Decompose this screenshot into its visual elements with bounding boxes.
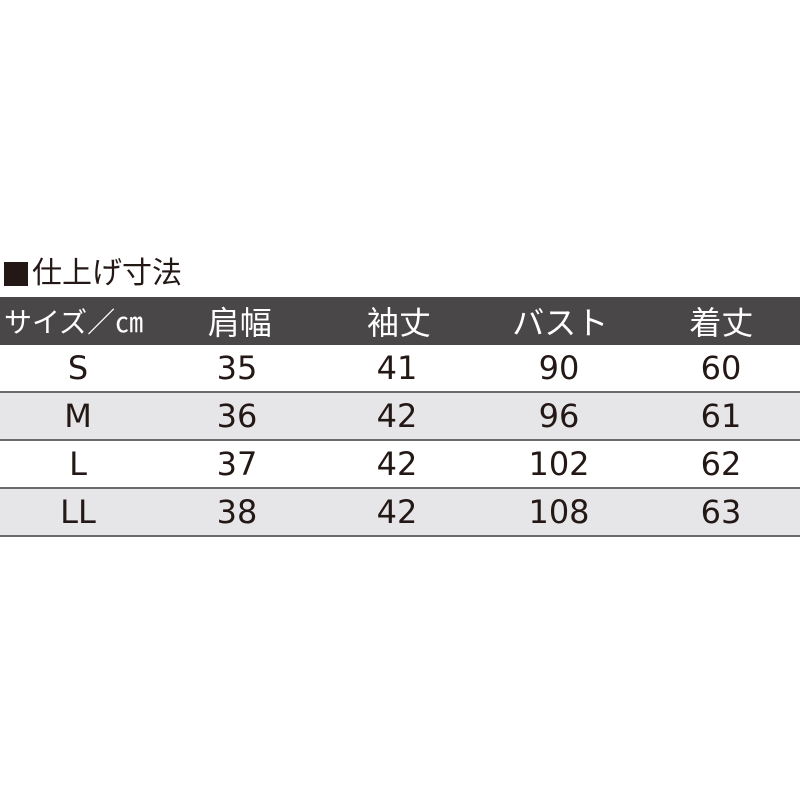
size-cell: S [67,349,89,387]
size-table: サイズ／㎝ 肩幅 袖丈 バスト 着丈 S 35 41 90 60 M 36 42… [0,297,800,537]
size-cell: L [69,445,87,483]
shoulder-cell: 38 [216,493,258,531]
header-cell-length: 着丈 [689,304,754,342]
table-row: M 36 42 96 61 [0,393,800,441]
table-row: L 37 42 102 62 [0,441,800,489]
length-cell: 61 [700,397,742,435]
bust-cell: 90 [538,349,580,387]
sleeve-cell: 42 [376,493,418,531]
section-title: 仕上げ寸法 [4,254,182,294]
shoulder-cell: 35 [216,349,258,387]
shoulder-cell: 37 [216,445,258,483]
size-cell: LL [60,493,96,531]
header-cell-sleeve: 袖丈 [367,304,432,342]
bust-cell: 108 [528,493,590,531]
header-cell-bust: バスト [512,304,609,342]
section-title-text: 仕上げ寸法 [32,256,182,291]
sleeve-cell: 41 [376,349,418,387]
bust-cell: 96 [538,397,580,435]
table-row: S 35 41 90 60 [0,345,800,393]
black-square-icon [4,262,28,286]
length-cell: 63 [700,493,742,531]
bust-cell: 102 [528,445,590,483]
length-cell: 60 [700,349,742,387]
sleeve-cell: 42 [376,397,418,435]
header-cell-shoulder: 肩幅 [207,304,272,342]
header-cell-size: サイズ／㎝ [4,306,144,339]
table-header-row: サイズ／㎝ 肩幅 袖丈 バスト 着丈 [0,297,800,345]
size-cell: M [64,397,92,435]
sleeve-cell: 42 [376,445,418,483]
table-row: LL 38 42 108 63 [0,489,800,537]
shoulder-cell: 36 [216,397,258,435]
length-cell: 62 [700,445,742,483]
